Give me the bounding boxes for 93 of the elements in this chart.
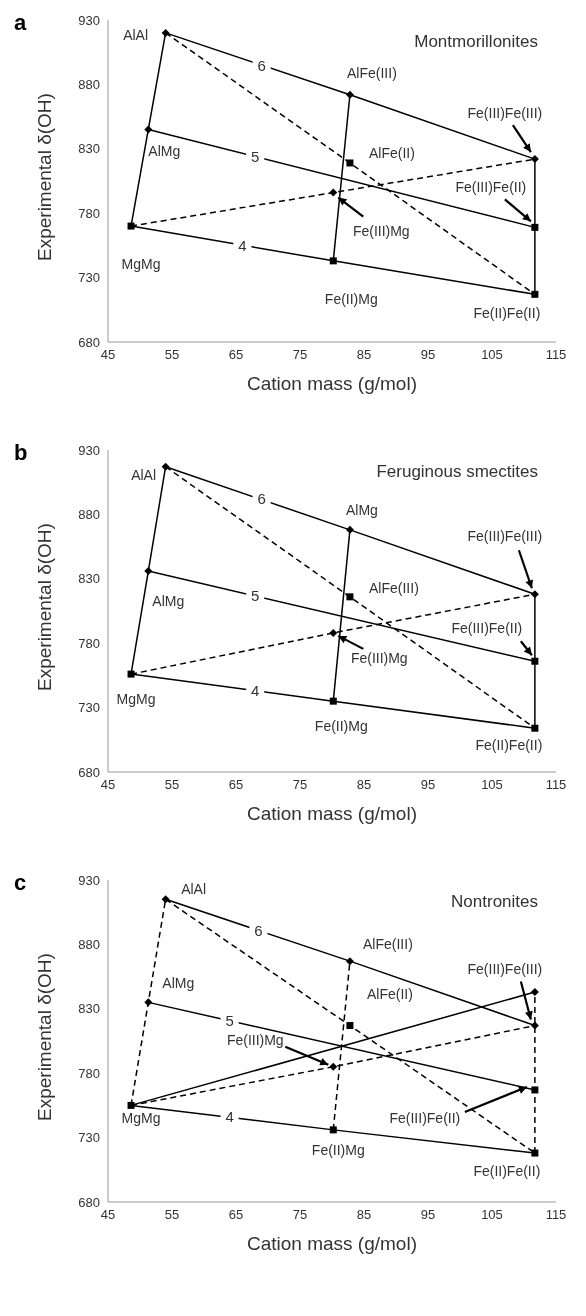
annotation: 4 [225,1108,234,1126]
annotation: AlFe(III) [369,579,419,596]
y-axis-title: Experimental δ(OH) [33,93,55,261]
x-tick-label: 95 [420,347,436,363]
y-tick-label: 680 [78,764,100,780]
x-axis-title: Cation mass (g/mol) [247,1233,417,1254]
annotation: Fe(III)Fe(II) [451,620,523,637]
annotation: MgMg [116,691,156,708]
annotation: Fe(II)Fe(II) [473,305,541,322]
annotation: 5 [225,1011,234,1029]
y-tick-label: 730 [78,270,100,286]
x-tick-label: 105 [481,1207,503,1223]
annotation: MgMg [121,1110,161,1127]
annotation: AlMg [148,143,181,160]
x-tick-label: 75 [292,347,308,363]
x-axis-title: Cation mass (g/mol) [247,803,417,824]
x-tick-label: 65 [228,777,244,793]
annotation: 5 [251,587,260,605]
annotation: Feruginous smectites [376,462,538,482]
y-tick-label: 780 [78,635,100,651]
annotation: Fe(III)Mg [226,1031,284,1048]
annotation: AlAl [123,26,149,43]
x-tick-label: 65 [228,1207,244,1223]
annotation: AlFe(II) [368,144,415,161]
x-tick-label: 65 [228,347,244,363]
x-tick-label: 55 [164,347,180,363]
chart-title: a [14,10,27,36]
annotation: Fe(II)Mg [324,290,378,307]
annotation: Fe(III)Mg [352,222,410,239]
annotation: Fe(II)Fe(II) [473,1163,541,1180]
y-tick-label: 830 [78,141,100,157]
y-tick-label: 680 [78,1194,100,1210]
x-tick-label: 75 [292,777,308,793]
annotation: AlMg [345,501,378,518]
annotation: 6 [254,921,263,939]
annotation: 5 [251,148,260,166]
annotation: AlFe(III) [363,936,413,953]
chart-title: c [14,870,27,896]
annotation: MgMg [121,256,161,273]
y-tick-label: 780 [78,205,100,221]
x-tick-label: 95 [420,1207,436,1223]
y-tick-label: 830 [78,571,100,587]
y-tick-label: 680 [78,334,100,350]
x-tick-label: 105 [481,347,503,363]
y-tick-label: 730 [78,700,100,716]
annotation: 4 [251,682,260,700]
x-tick-label: 115 [545,777,567,793]
annotation: Fe(III)Fe(III) [467,528,543,545]
y-tick-label: 930 [78,442,100,458]
y-axis-title: Experimental δ(OH) [33,953,55,1121]
y-tick-label: 930 [78,12,100,28]
x-tick-label: 85 [356,1207,372,1223]
annotation: Fe(III)Fe(III) [467,105,543,122]
annotation: Fe(III)Fe(II) [389,1109,461,1126]
x-tick-label: 45 [100,347,116,363]
annotation: AlMg [152,593,185,610]
x-tick-label: 75 [292,1207,308,1223]
annotation: Montmorillonites [414,32,538,52]
x-tick-label: 105 [481,777,503,793]
chart-title: b [14,440,28,466]
y-tick-label: 830 [78,1001,100,1017]
y-tick-label: 880 [78,937,100,953]
x-axis-title: Cation mass (g/mol) [247,373,417,394]
x-tick-label: 45 [100,1207,116,1223]
annotation: Nontronites [451,892,538,912]
annotation: AlMg [162,975,195,992]
annotation: Fe(II)Mg [314,718,368,735]
annotation: Fe(III)Fe(II) [455,179,527,196]
y-tick-label: 930 [78,872,100,888]
annotation: Fe(II)Fe(II) [475,737,543,754]
y-tick-label: 730 [78,1130,100,1146]
annotation: Fe(II)Mg [311,1141,365,1158]
x-tick-label: 55 [164,1207,180,1223]
x-tick-label: 45 [100,777,116,793]
y-tick-label: 880 [78,507,100,523]
x-tick-label: 95 [420,777,436,793]
x-tick-label: 115 [545,347,567,363]
x-tick-label: 85 [356,347,372,363]
y-tick-label: 780 [78,1065,100,1081]
y-tick-label: 880 [78,77,100,93]
annotation: 6 [257,490,266,508]
annotation: AlAl [131,466,157,483]
annotation: AlFe(III) [347,64,397,81]
annotation: 6 [257,56,266,74]
annotation: AlFe(II) [366,985,413,1002]
annotation: 4 [238,236,247,254]
x-tick-label: 115 [545,1207,567,1223]
annotation: Fe(III)Fe(III) [467,960,543,977]
annotation: Fe(III)Mg [350,649,408,666]
x-tick-label: 55 [164,777,180,793]
x-tick-label: 85 [356,777,372,793]
annotation: AlAl [181,881,207,898]
y-axis-title: Experimental δ(OH) [33,523,55,691]
